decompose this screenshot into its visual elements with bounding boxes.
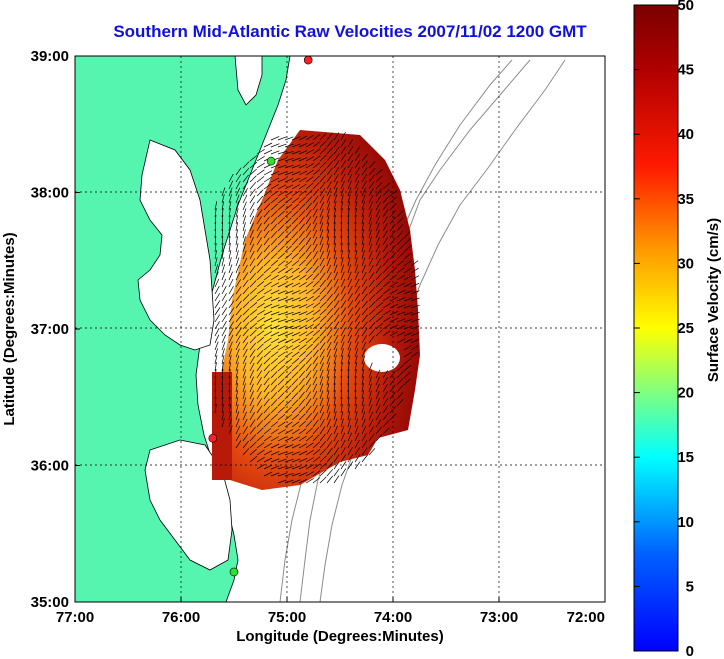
x-tick-label: 73:00 bbox=[480, 609, 518, 626]
colorbar-tick-label: 45 bbox=[677, 62, 694, 79]
colorbar bbox=[633, 4, 679, 652]
station-virginia-marker bbox=[208, 433, 218, 443]
x-tick-label: 74:00 bbox=[374, 609, 412, 626]
y-tick-label: 37:00 bbox=[31, 321, 69, 338]
colorbar-tick-label: 0 bbox=[686, 643, 694, 659]
station-north-marker bbox=[303, 56, 313, 65]
colorbar-tick-label: 25 bbox=[677, 320, 694, 337]
colorbar-tick-label: 10 bbox=[677, 514, 694, 531]
colorbar-tick-label: 30 bbox=[677, 255, 694, 272]
y-tick-label: 35:00 bbox=[31, 594, 69, 611]
y-axis-label: Latitude (Degrees:Minutes) bbox=[1, 232, 18, 425]
x-tick-label: 76:00 bbox=[162, 609, 200, 626]
delaware-bay bbox=[234, 56, 263, 106]
chart-title: Southern Mid-Atlantic Raw Velocities 200… bbox=[113, 22, 587, 41]
y-tick-label: 39:00 bbox=[31, 48, 69, 65]
velocity-arrow-set bbox=[214, 132, 420, 484]
x-tick-label: 72:00 bbox=[567, 609, 605, 626]
chesapeake-bay bbox=[137, 139, 215, 351]
colorbar-tick-label: 40 bbox=[677, 126, 694, 143]
station-cape-henlopen-marker bbox=[266, 156, 276, 166]
colorbar-tick-label: 5 bbox=[686, 578, 694, 595]
grid-lines bbox=[75, 56, 605, 602]
velocity-field bbox=[212, 130, 420, 490]
x-axis-label: Longitude (Degrees:Minutes) bbox=[236, 628, 444, 645]
x-tick-label: 77:00 bbox=[56, 609, 94, 626]
colorbar-label: Surface Velocity (cm/s) bbox=[705, 218, 722, 382]
pamlico-sound bbox=[144, 439, 233, 571]
y-tick-label: 38:00 bbox=[31, 185, 69, 202]
velocity-vectors bbox=[214, 132, 420, 484]
y-tick-label: 36:00 bbox=[31, 458, 69, 475]
colorbar-tick-label: 20 bbox=[677, 385, 694, 402]
colorbar-tick-label: 50 bbox=[677, 0, 694, 14]
x-tick-label: 75:00 bbox=[268, 609, 306, 626]
station-hatteras-marker bbox=[229, 567, 239, 577]
colorbar-tick-label: 15 bbox=[677, 449, 694, 466]
data-gap bbox=[364, 344, 400, 372]
colorbar-tick-label: 35 bbox=[677, 191, 694, 208]
